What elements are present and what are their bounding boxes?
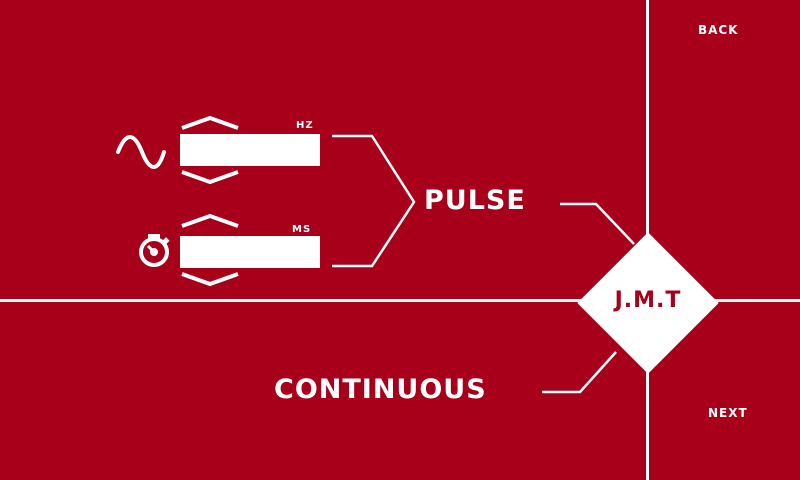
vertical-divider-top (646, 0, 649, 240)
duration-input[interactable] (180, 236, 320, 268)
frequency-up-chevron-icon[interactable] (180, 115, 240, 132)
back-button[interactable]: BACK (698, 23, 739, 37)
frequency-unit-label: HZ (296, 120, 314, 131)
pulse-connector-line (560, 202, 635, 245)
duration-up-chevron-icon[interactable] (180, 213, 240, 230)
next-button[interactable]: NEXT (708, 406, 748, 420)
duration-down-chevron-icon[interactable] (180, 272, 240, 288)
brand-logo: J.M.T (614, 288, 682, 313)
bracket-connector (332, 134, 416, 268)
pulse-mode-button[interactable]: PULSE (424, 185, 526, 216)
horizontal-divider (0, 299, 800, 302)
continuous-mode-button[interactable]: CONTINUOUS (274, 374, 487, 405)
sine-wave-icon (116, 135, 166, 169)
duration-unit-label: MS (292, 224, 312, 235)
frequency-input[interactable] (180, 134, 320, 166)
vertical-divider-bottom (646, 360, 649, 480)
frequency-down-chevron-icon[interactable] (180, 170, 240, 186)
stopwatch-icon (139, 234, 170, 267)
continuous-connector-line (542, 351, 617, 394)
